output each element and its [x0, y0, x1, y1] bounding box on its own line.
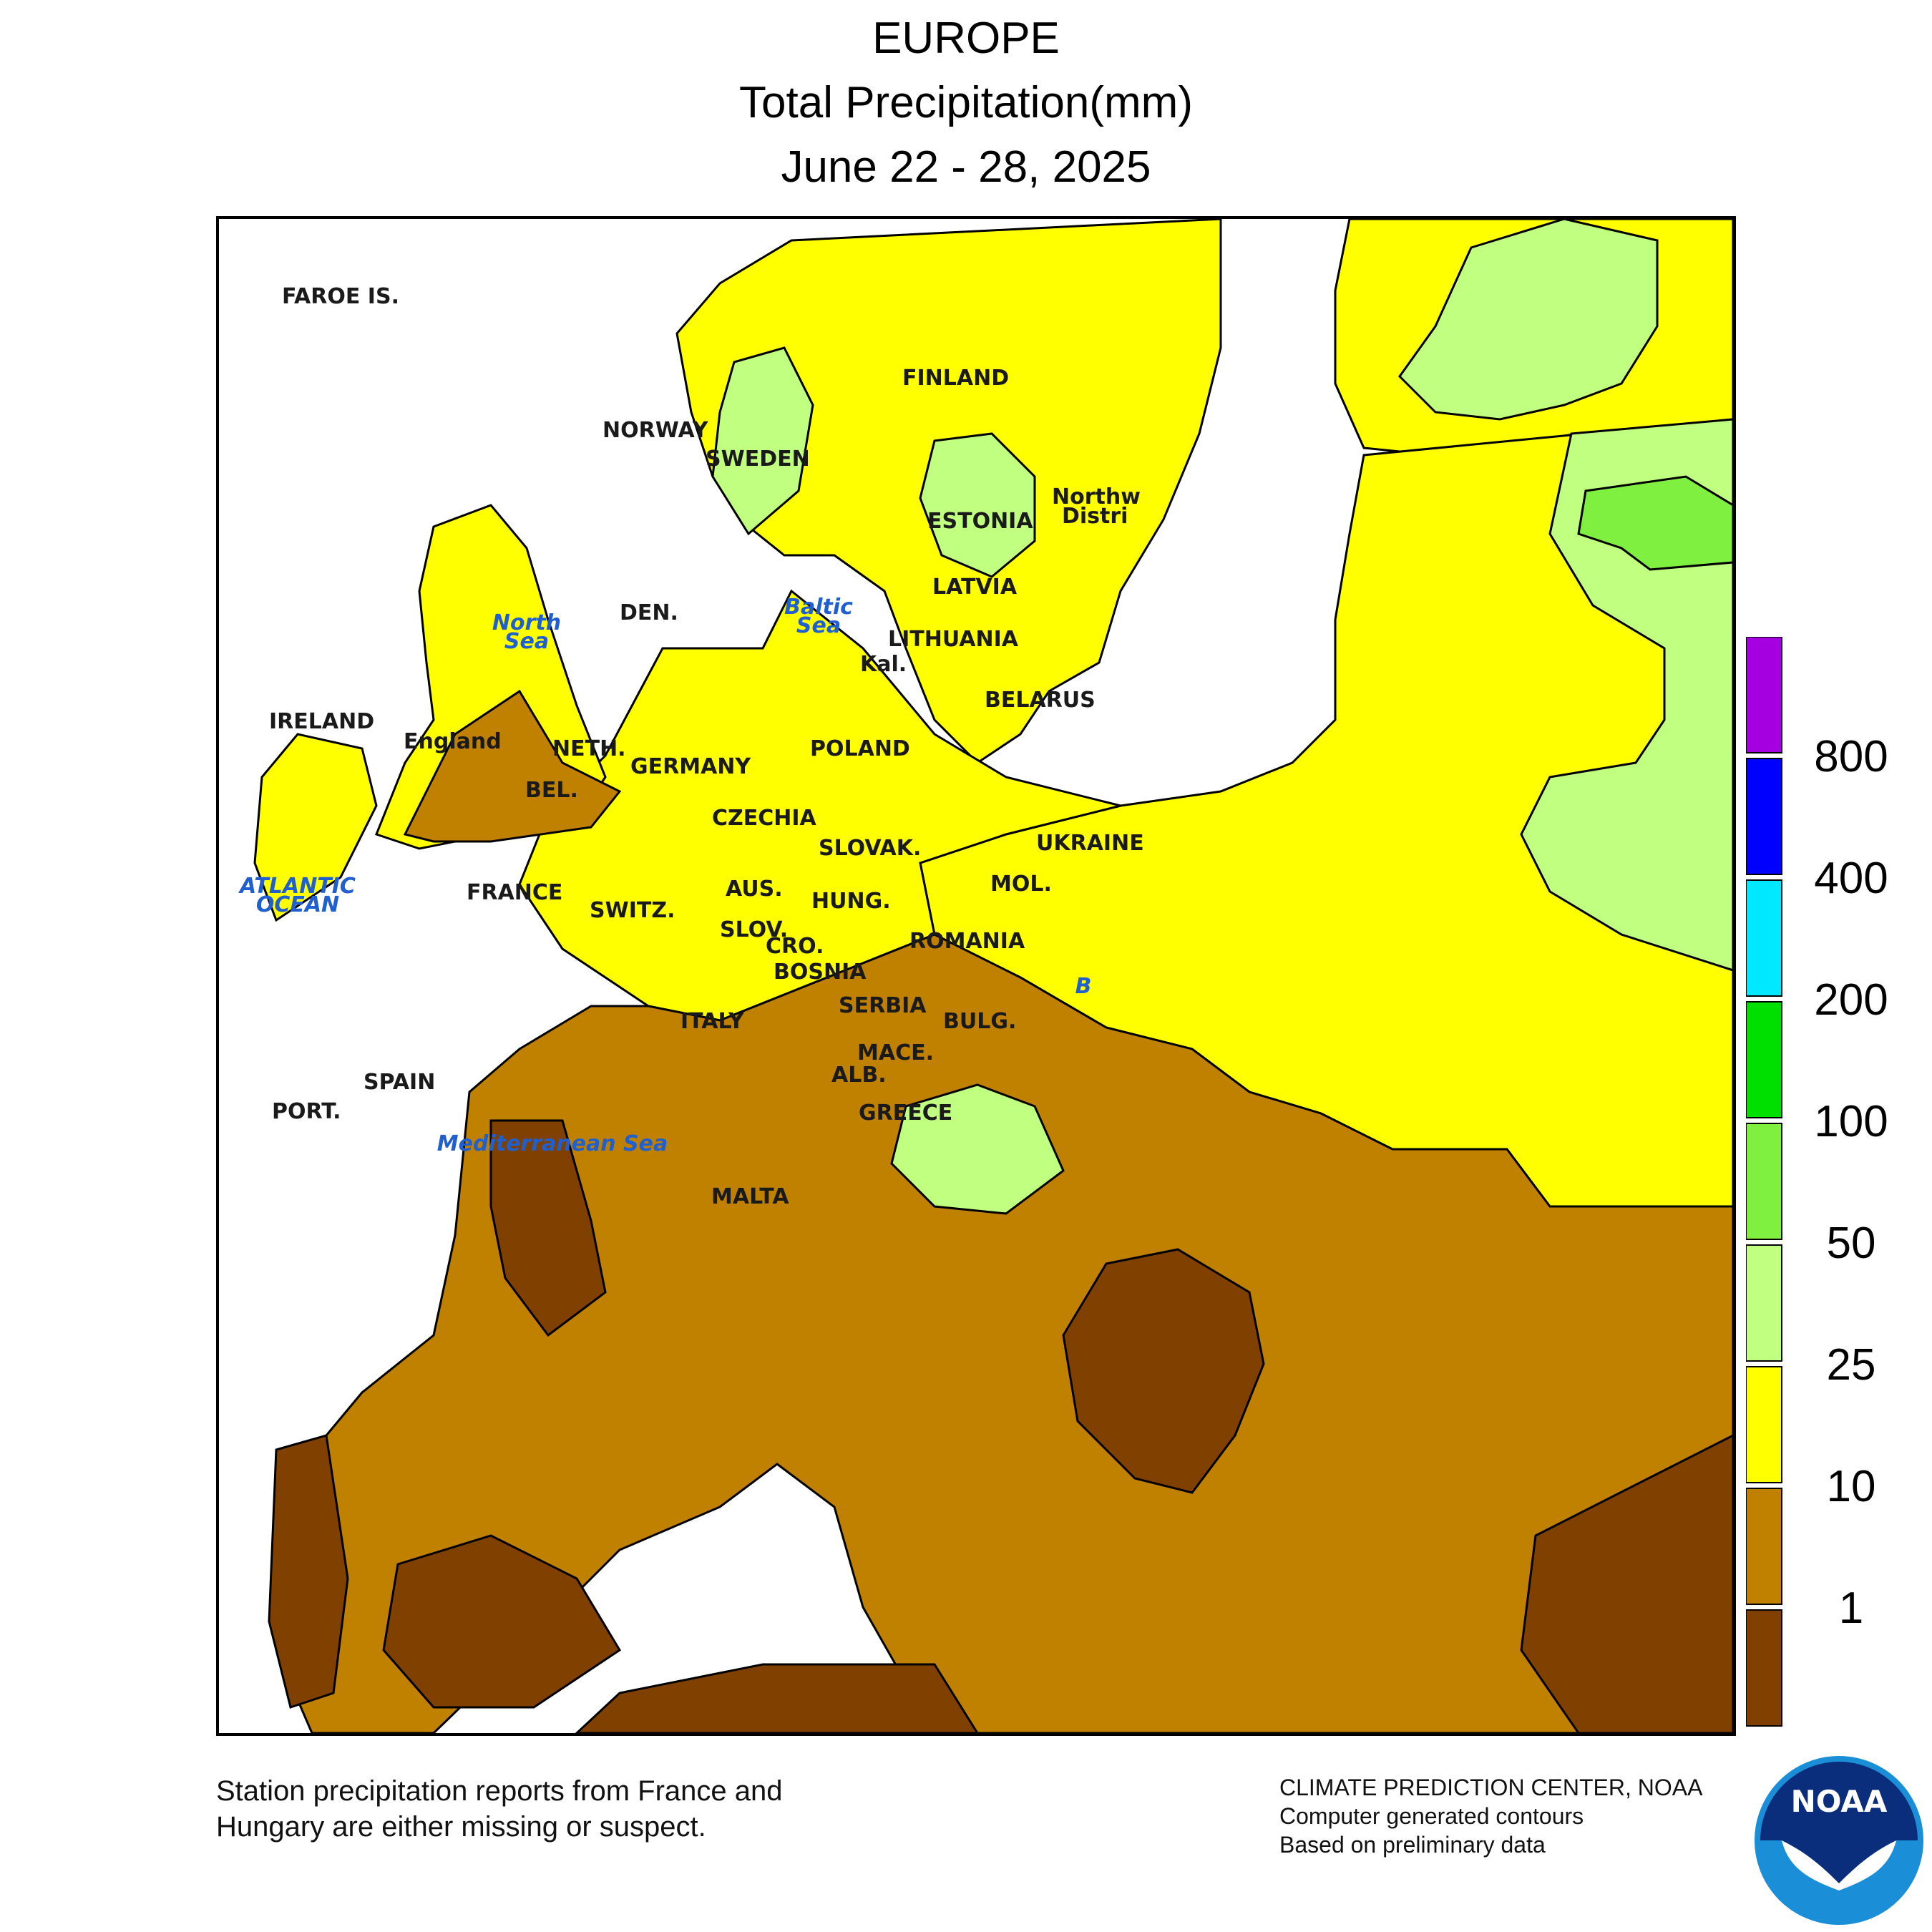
- precipitation-map: FAROE IS. NORWAY SWEDEN FINLAND ESTONIA …: [216, 216, 1736, 1736]
- label-portugal: PORT.: [272, 1099, 341, 1124]
- noaa-logo: NOAA: [1755, 1756, 1923, 1925]
- legend-swatch-1: [1746, 1488, 1782, 1605]
- region-alps-wet: [890, 1083, 1065, 1215]
- credit-line-2: Computer generated contours: [1279, 1803, 1584, 1829]
- label-bosnia: BOSNIA: [774, 960, 867, 985]
- label-north-sea-1: North: [492, 610, 561, 635]
- label-north-sea-2: Sea: [504, 629, 549, 654]
- label-albania: ALB.: [831, 1063, 887, 1088]
- region-northwest-district: [1577, 475, 1733, 571]
- map-subtitle: Total Precipitation(mm): [739, 78, 1193, 127]
- credit-line-3: Based on preliminary data: [1279, 1832, 1546, 1858]
- region-portugal-dry: [268, 1434, 349, 1709]
- label-kaliningrad: Kal.: [860, 652, 907, 677]
- legend-label-10: 10: [1827, 1462, 1876, 1511]
- legend-swatch-100: [1746, 1001, 1782, 1118]
- region-ireland: [253, 733, 378, 922]
- label-northwest: Northw: [1052, 484, 1141, 509]
- region-north-africa-dry: [575, 1663, 979, 1733]
- label-atlantic-2: OCEAN: [256, 892, 339, 917]
- precipitation-legend: 800 400 200 100 50 25 10 1: [1746, 637, 1888, 1727]
- region-balkans-dry: [1062, 1248, 1265, 1494]
- label-germany: GERMANY: [630, 754, 751, 779]
- legend-swatch-800-plus: [1746, 637, 1782, 753]
- map-canvas: FAROE IS. NORWAY SWEDEN FINLAND ESTONIA …: [238, 219, 1733, 1733]
- label-denmark: DEN.: [620, 600, 678, 625]
- label-district: Distri: [1062, 504, 1128, 529]
- label-france: FRANCE: [467, 880, 562, 905]
- legend-label-25: 25: [1827, 1340, 1876, 1390]
- label-ireland: IRELAND: [269, 709, 374, 734]
- label-greece: GREECE: [859, 1101, 952, 1126]
- legend-label-1: 1: [1839, 1584, 1863, 1633]
- label-slovenia: SLOV.: [720, 917, 788, 942]
- label-czechia: CZECHIA: [712, 806, 817, 831]
- label-finland: FINLAND: [902, 366, 1009, 391]
- legend-swatch-25: [1746, 1244, 1782, 1362]
- label-faroe: FAROE IS.: [282, 284, 399, 309]
- legend-swatch-below-1: [1746, 1609, 1782, 1727]
- legend-label-800: 800: [1814, 732, 1888, 781]
- region-england-dry: [403, 689, 622, 843]
- legend-label-100: 100: [1814, 1097, 1888, 1146]
- map-date-range: June 22 - 28, 2025: [781, 142, 1151, 192]
- label-latvia: LATVIA: [932, 575, 1018, 600]
- label-norway: NORWAY: [602, 418, 709, 443]
- label-netherlands: NETH.: [552, 736, 626, 761]
- label-switzerland: SWITZ.: [590, 898, 675, 923]
- label-ukraine: UKRAINE: [1036, 831, 1144, 856]
- label-belarus: BELARUS: [985, 688, 1096, 713]
- legend-label-50: 50: [1827, 1219, 1876, 1268]
- label-bulgaria: BULG.: [943, 1009, 1016, 1034]
- region-spain-dry: [382, 1534, 622, 1709]
- label-croatia: CRO.: [766, 934, 824, 959]
- label-spain: SPAIN: [364, 1070, 435, 1095]
- label-romania: ROMANIA: [909, 929, 1025, 954]
- noaa-logo-text: NOAA: [1791, 1784, 1888, 1819]
- label-italy: ITALY: [680, 1009, 745, 1034]
- region-norway-wet: [711, 346, 814, 536]
- label-austria: AUS.: [726, 877, 783, 902]
- legend-swatch-10: [1746, 1366, 1782, 1483]
- label-baltic-sea-1: Baltic: [784, 595, 853, 620]
- credit-block: CLIMATE PREDICTION CENTER, NOAA Computer…: [1279, 1773, 1702, 1859]
- legend-swatch-200: [1746, 879, 1782, 997]
- label-black-sea-partial: B: [1075, 974, 1092, 999]
- region-finland-wet: [1398, 219, 1659, 421]
- label-serbia: SERBIA: [839, 993, 927, 1018]
- region-sweden-wet: [919, 432, 1036, 578]
- label-mediterranean: Mediterranean Sea: [437, 1131, 668, 1156]
- credit-line-1: CLIMATE PREDICTION CENTER, NOAA: [1279, 1775, 1703, 1800]
- region-turkey-dry: [1520, 1434, 1733, 1733]
- label-macedonia: MACE.: [857, 1040, 934, 1065]
- label-atlantic-1: ATLANTIC: [238, 874, 356, 899]
- label-slovakia: SLOVAK.: [819, 836, 921, 861]
- label-poland: POLAND: [810, 736, 910, 761]
- data-quality-note: Station precipitation reports from Franc…: [216, 1773, 783, 1845]
- label-hungary: HUNG.: [811, 889, 891, 914]
- data-quality-note-line1: Station precipitation reports from Franc…: [216, 1775, 783, 1807]
- data-quality-note-line2: Hungary are either missing or suspect.: [216, 1811, 706, 1843]
- legend-label-200: 200: [1814, 975, 1888, 1025]
- label-sweden: SWEDEN: [706, 447, 810, 472]
- label-malta: MALTA: [711, 1184, 789, 1209]
- label-baltic-sea-2: Sea: [796, 613, 841, 638]
- label-belgium: BEL.: [525, 778, 578, 803]
- label-estonia: ESTONIA: [927, 509, 1033, 534]
- label-moldova: MOL.: [990, 872, 1052, 897]
- legend-swatch-50: [1746, 1123, 1782, 1240]
- map-title: EUROPE: [872, 14, 1060, 63]
- legend-swatch-400: [1746, 758, 1782, 875]
- label-england: England: [404, 729, 502, 754]
- region-france-dry: [489, 1119, 607, 1337]
- legend-label-400: 400: [1814, 854, 1888, 903]
- label-lithuania: LITHUANIA: [888, 627, 1019, 652]
